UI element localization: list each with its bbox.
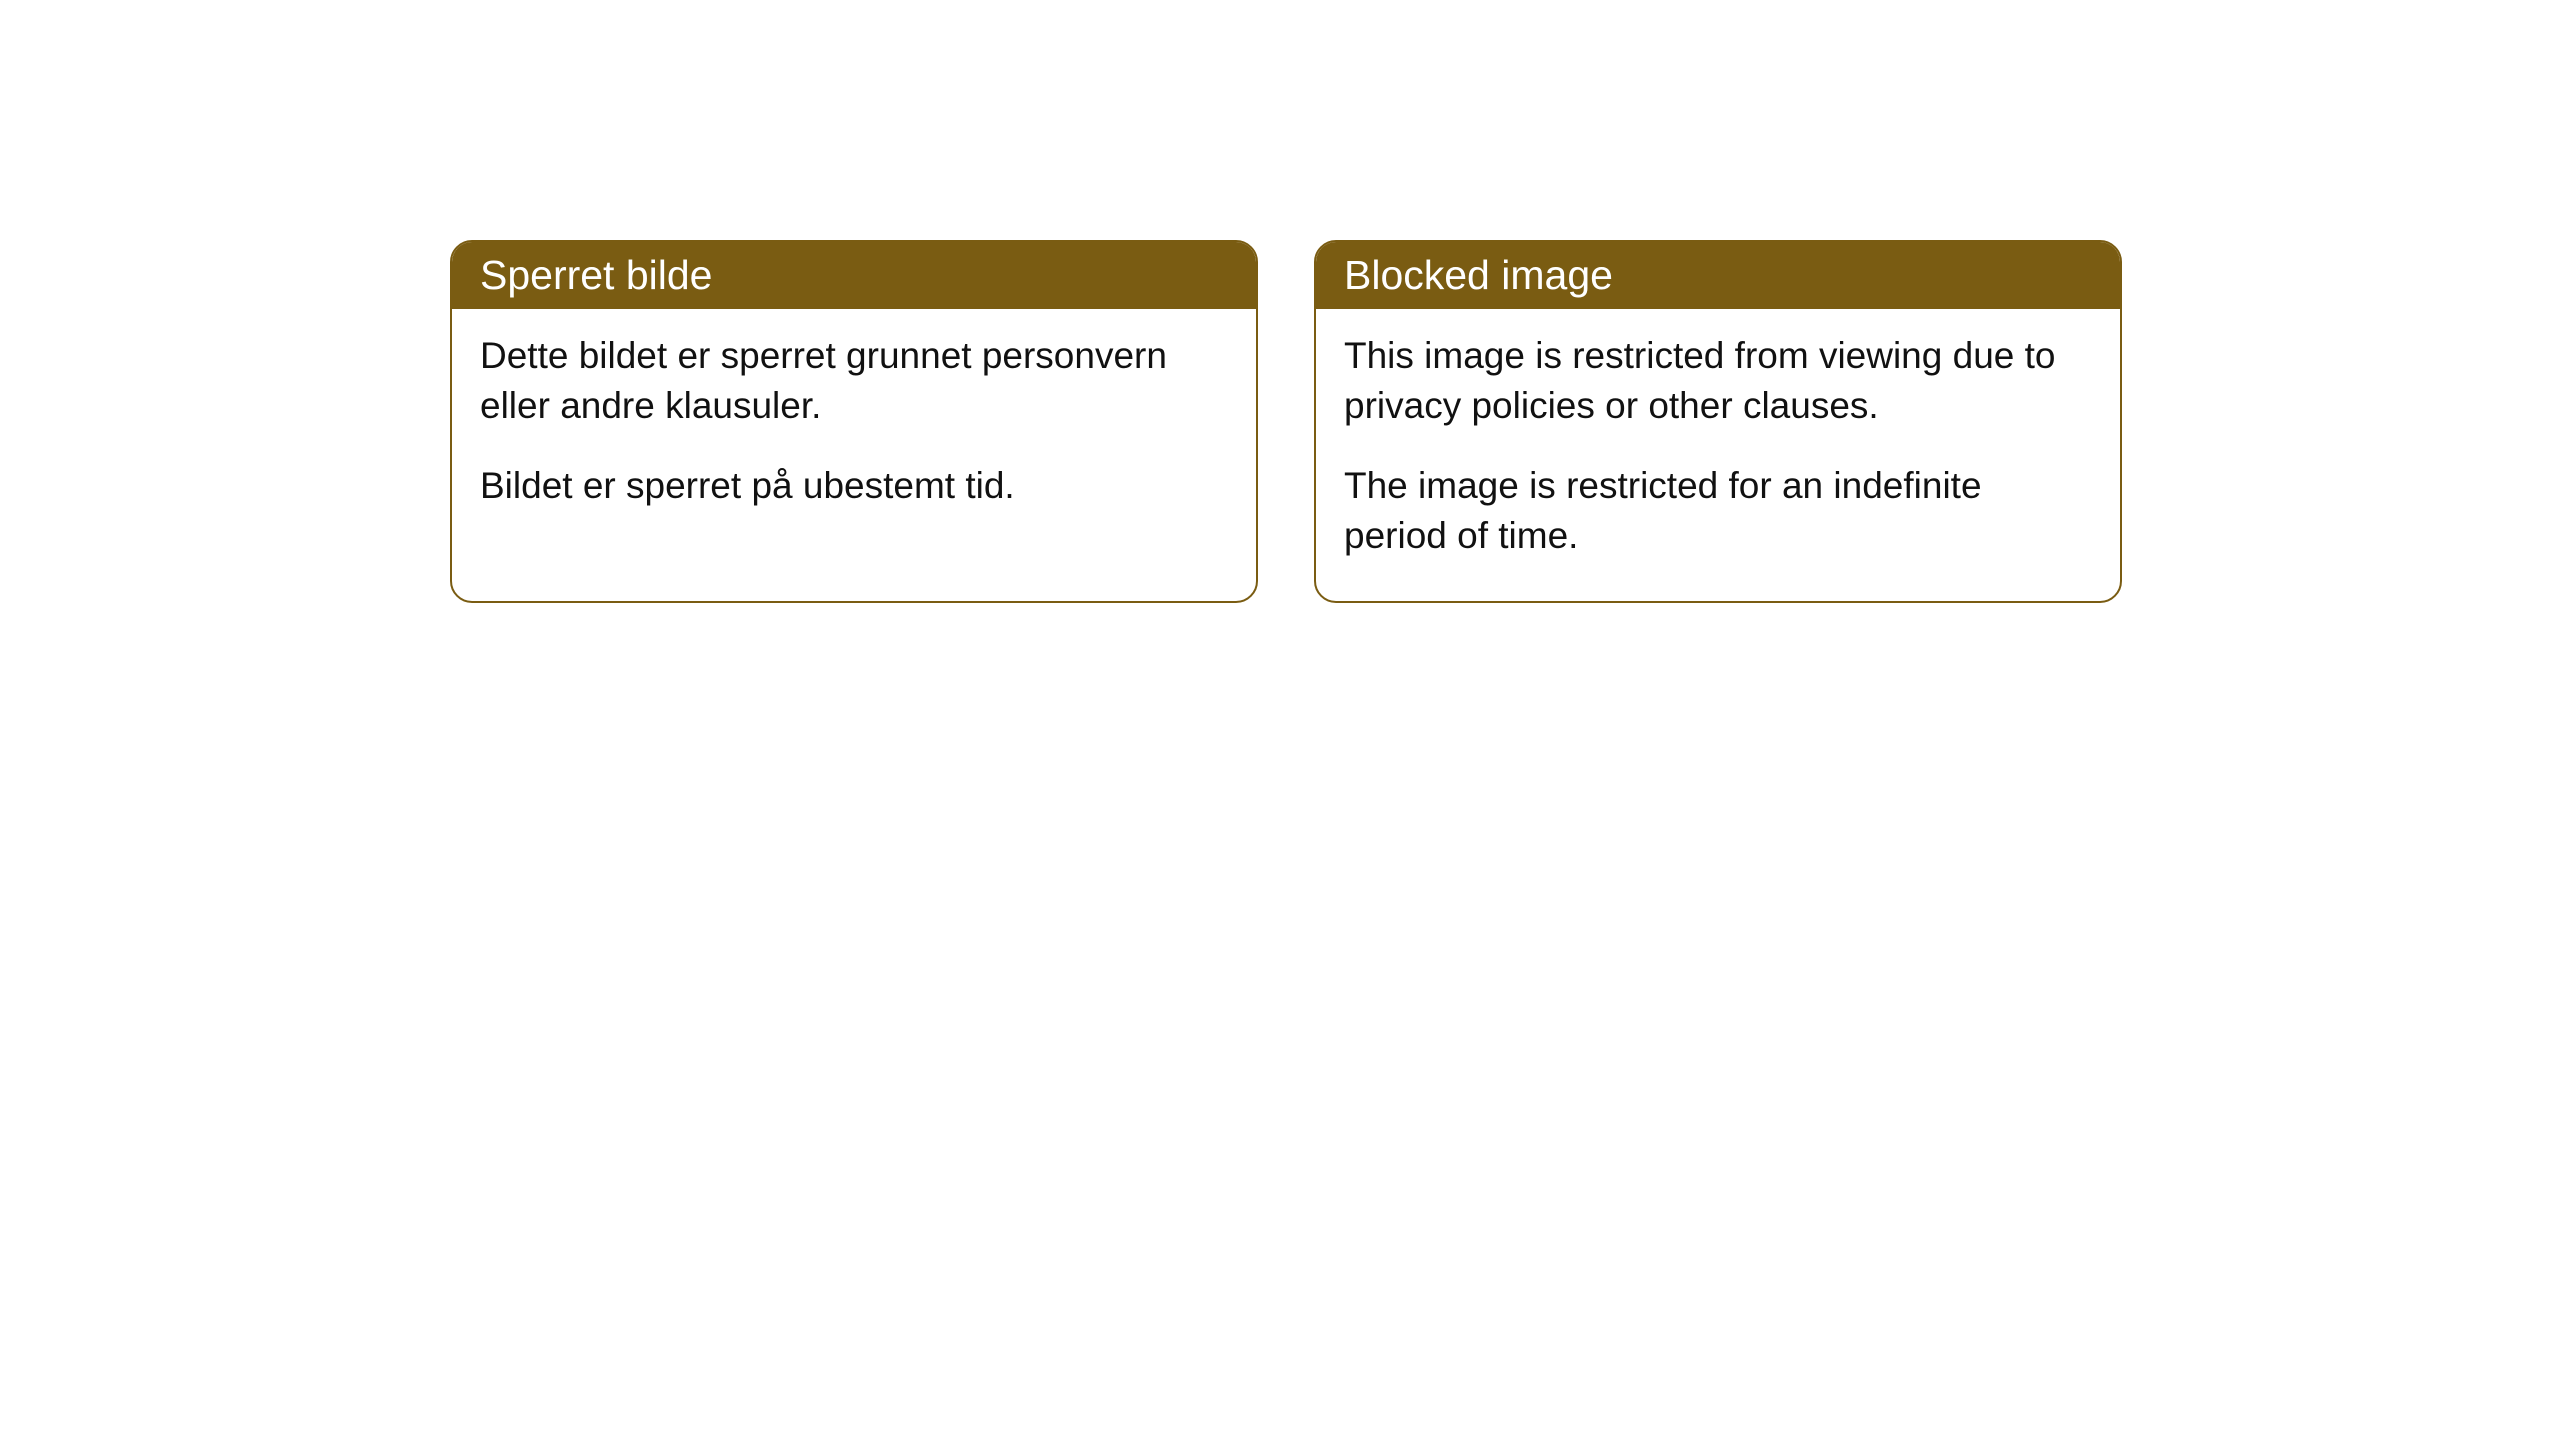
card-body: This image is restricted from viewing du… (1316, 309, 2120, 601)
card-paragraph-1: This image is restricted from viewing du… (1344, 331, 2092, 431)
card-paragraph-2: The image is restricted for an indefinit… (1344, 461, 2092, 561)
card-title: Blocked image (1344, 252, 1613, 298)
card-paragraph-1: Dette bildet er sperret grunnet personve… (480, 331, 1228, 431)
card-paragraph-2: Bildet er sperret på ubestemt tid. (480, 461, 1228, 511)
card-title: Sperret bilde (480, 252, 712, 298)
blocked-image-card-english: Blocked image This image is restricted f… (1314, 240, 2122, 603)
card-body: Dette bildet er sperret grunnet personve… (452, 309, 1256, 551)
cards-container: Sperret bilde Dette bildet er sperret gr… (0, 0, 2560, 603)
card-header: Sperret bilde (452, 242, 1256, 309)
blocked-image-card-norwegian: Sperret bilde Dette bildet er sperret gr… (450, 240, 1258, 603)
card-header: Blocked image (1316, 242, 2120, 309)
